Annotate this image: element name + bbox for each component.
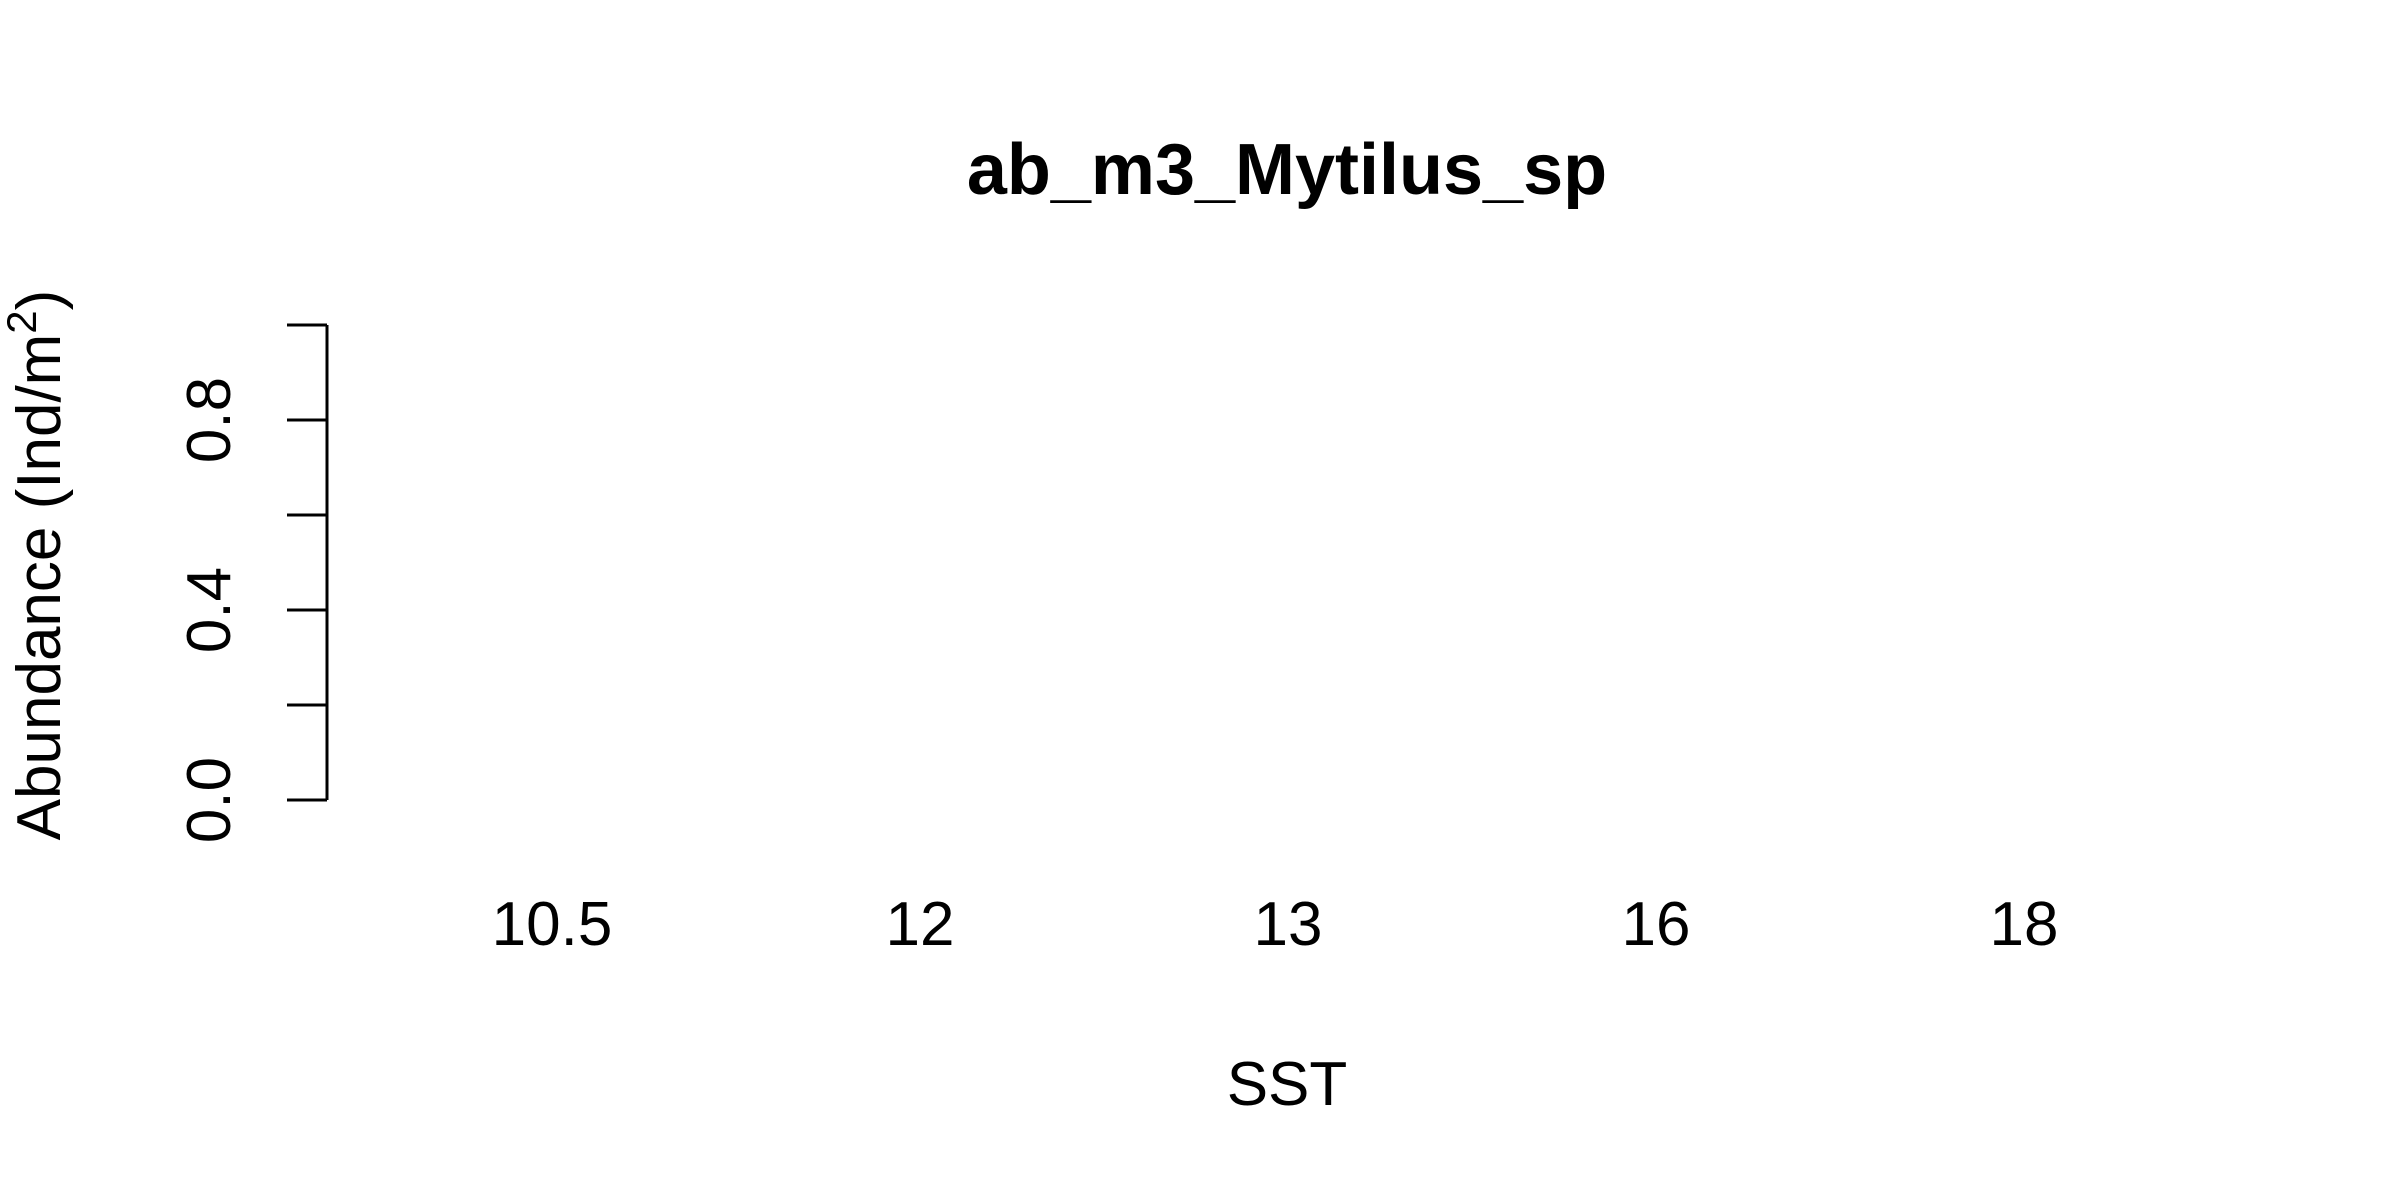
y-tick-label: 0.0 [175, 757, 244, 843]
x-tick-label: 18 [1990, 890, 2059, 959]
x-tick-label: 12 [886, 890, 955, 959]
x-axis-label: SST [1227, 1050, 1348, 1119]
x-tick-label: 10.5 [492, 890, 613, 959]
x-tick-label: 13 [1254, 890, 1323, 959]
x-axis-tick-labels: 10.5 12 13 16 18 [492, 890, 2059, 959]
y-axis-label-main: Abundance (Ind/m [5, 334, 74, 841]
chart-title: ab_m3_Mytilus_sp [967, 130, 1607, 210]
y-tick-label: 0.8 [175, 377, 244, 463]
y-axis-label-superscript: 2 [0, 310, 45, 333]
y-axis-label: Abundance (Ind/m2) [0, 290, 74, 841]
y-axis-ticks: 0.0 0.4 0.8 [175, 323, 327, 843]
y-axis-label-close: ) [5, 290, 74, 311]
y-tick-label: 0.4 [175, 567, 244, 653]
x-tick-label: 16 [1622, 890, 1691, 959]
